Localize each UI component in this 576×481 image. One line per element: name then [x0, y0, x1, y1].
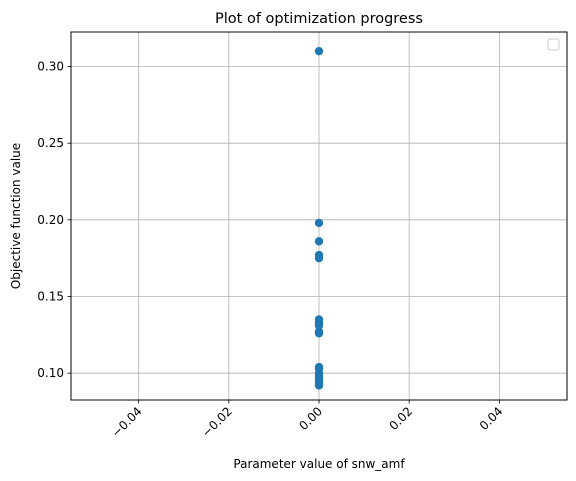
- data-point: [314, 381, 324, 390]
- y-tick-label: 0.30: [37, 60, 64, 74]
- data-point: [314, 253, 324, 263]
- y-tick-label: 0.10: [37, 366, 64, 380]
- x-axis-label: Parameter value of snw_amf: [233, 457, 405, 471]
- y-tick-label: 0.20: [37, 213, 64, 227]
- chart-title: Plot of optimization progress: [215, 11, 423, 27]
- data-points: [314, 46, 324, 390]
- y-tick-label: 0.25: [37, 136, 64, 150]
- data-point: [314, 218, 324, 228]
- data-point: [314, 329, 324, 338]
- y-axis-ticks: 0.10 0.15 0.20 0.25 0.30: [37, 60, 71, 380]
- y-axis-label: Objective function value: [9, 143, 23, 289]
- y-tick-label: 0.15: [37, 290, 64, 304]
- legend-box: [547, 38, 560, 51]
- plot-area: [70, 31, 568, 401]
- data-point: [314, 321, 324, 330]
- data-point: [314, 237, 324, 246]
- data-point: [314, 46, 324, 56]
